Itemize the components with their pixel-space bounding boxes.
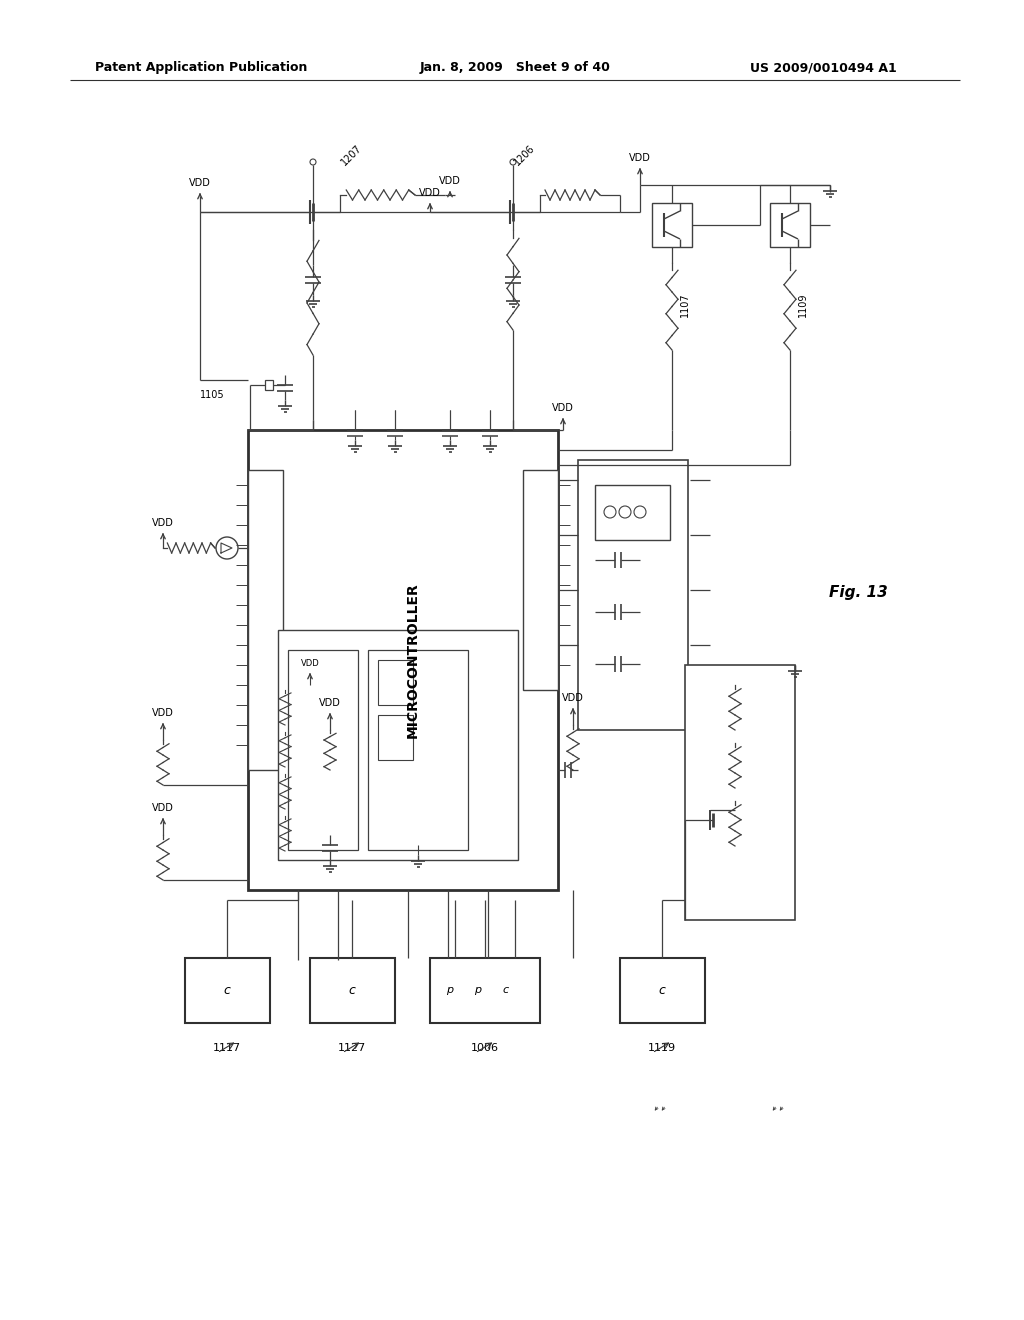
Text: VDD: VDD	[152, 517, 174, 528]
Text: c: c	[223, 983, 230, 997]
Bar	[595, 484, 670, 540]
Text: Jan. 8, 2009   Sheet 9 of 40: Jan. 8, 2009 Sheet 9 of 40	[420, 62, 611, 74]
Bar	[652, 203, 692, 247]
Text: 1006: 1006	[471, 1043, 499, 1053]
Bar	[523, 470, 558, 690]
Text: c: c	[503, 985, 509, 995]
Text: VDD: VDD	[301, 659, 319, 668]
Text: VDD: VDD	[152, 803, 174, 813]
Text: 1127: 1127	[338, 1043, 367, 1053]
Text: 1119: 1119	[648, 1043, 676, 1053]
Text: 1107: 1107	[680, 293, 690, 317]
Bar	[770, 203, 810, 247]
Bar	[248, 430, 558, 890]
Bar	[578, 459, 688, 730]
Text: 1109: 1109	[798, 293, 808, 317]
Text: 1207: 1207	[340, 143, 365, 168]
Text: US 2009/0010494 A1: US 2009/0010494 A1	[750, 62, 897, 74]
Text: 1105: 1105	[201, 389, 225, 400]
Text: VDD: VDD	[439, 176, 461, 186]
Bar	[378, 660, 413, 705]
Bar	[620, 958, 705, 1023]
Bar	[248, 470, 283, 770]
Text: Fig. 13: Fig. 13	[828, 585, 888, 599]
Text: MICROCONTROLLER: MICROCONTROLLER	[406, 582, 420, 738]
Text: c: c	[348, 983, 355, 997]
Text: VDD: VDD	[152, 708, 174, 718]
Text: p: p	[446, 985, 454, 995]
Text: p: p	[474, 985, 481, 995]
Text: VDD: VDD	[552, 403, 573, 413]
Bar	[185, 958, 270, 1023]
Bar	[430, 958, 540, 1023]
Bar	[310, 958, 395, 1023]
Text: c: c	[658, 983, 666, 997]
Text: VDD: VDD	[419, 187, 441, 198]
Bar	[278, 630, 518, 861]
Bar	[685, 665, 795, 920]
Text: VDD: VDD	[629, 153, 651, 162]
Bar	[288, 649, 358, 850]
Bar	[265, 380, 273, 389]
Text: 1206: 1206	[513, 143, 538, 168]
Text: 1117: 1117	[213, 1043, 241, 1053]
Bar	[368, 649, 468, 850]
Bar	[378, 715, 413, 760]
Text: VDD: VDD	[189, 178, 211, 187]
Text: VDD: VDD	[319, 698, 341, 708]
Text: VDD: VDD	[562, 693, 584, 704]
Text: Patent Application Publication: Patent Application Publication	[95, 62, 307, 74]
